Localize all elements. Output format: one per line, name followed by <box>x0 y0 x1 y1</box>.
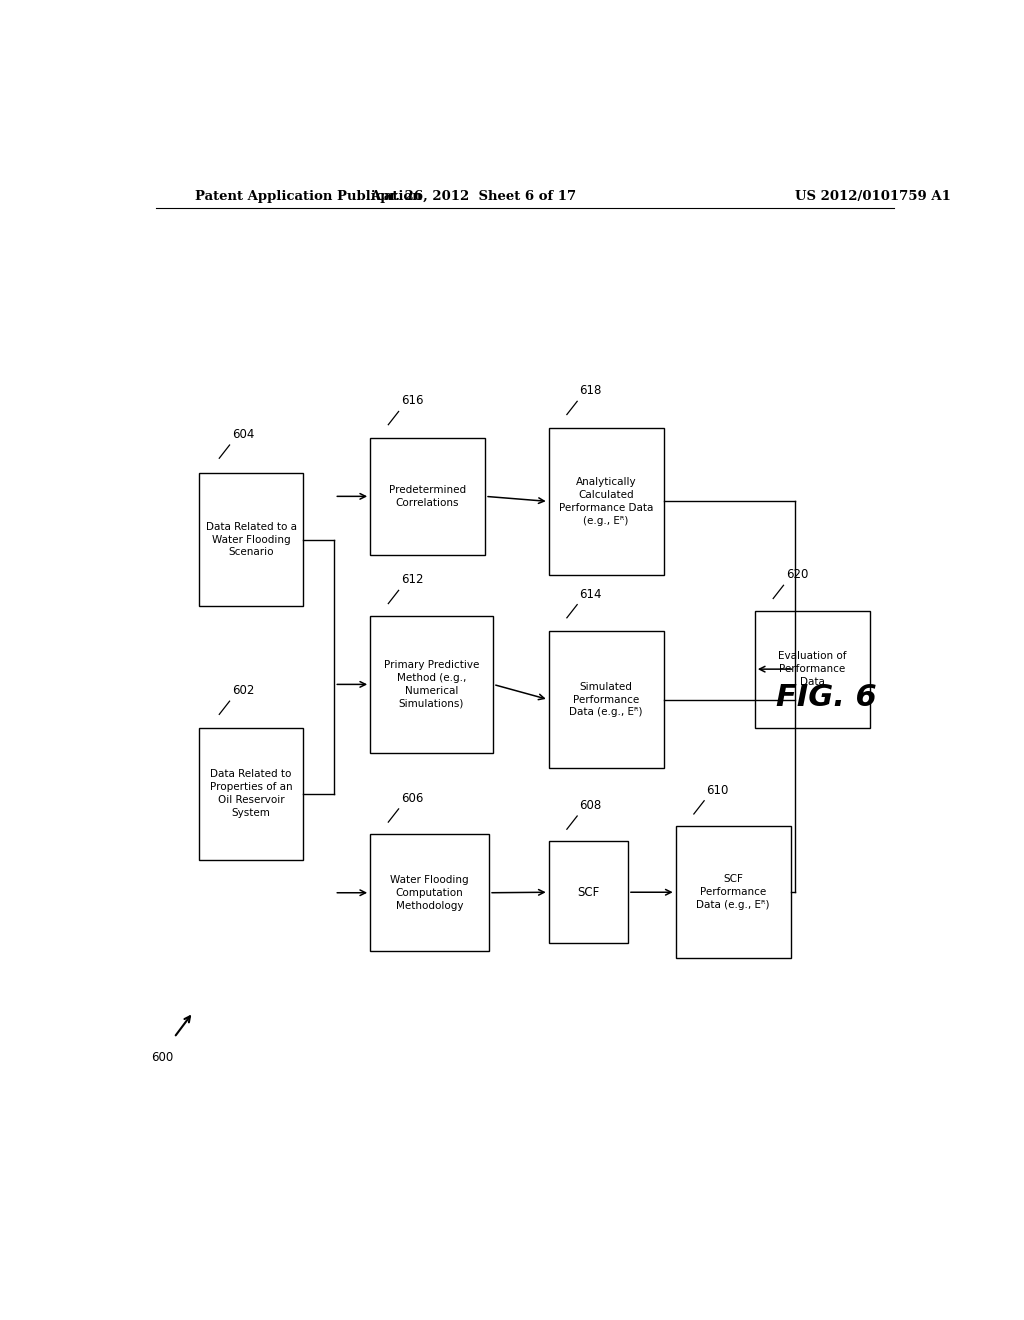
Text: 600: 600 <box>151 1051 173 1064</box>
Bar <box>200 727 303 859</box>
Text: 612: 612 <box>401 573 424 586</box>
Text: FIG. 6: FIG. 6 <box>776 682 877 711</box>
Text: Predetermined
Correlations: Predetermined Correlations <box>389 484 466 508</box>
Text: 602: 602 <box>232 684 254 697</box>
Bar <box>755 611 870 727</box>
Text: Analytically
Calculated
Performance Data
(e.g., Eᴿ): Analytically Calculated Performance Data… <box>559 478 653 525</box>
Bar <box>549 841 628 942</box>
Bar <box>370 834 489 952</box>
Text: Data Related to
Properties of an
Oil Reservoir
System: Data Related to Properties of an Oil Res… <box>210 770 292 818</box>
Text: Primary Predictive
Method (e.g.,
Numerical
Simulations): Primary Predictive Method (e.g., Numeric… <box>384 660 479 709</box>
Text: 620: 620 <box>785 568 808 581</box>
Text: SCF
Performance
Data (e.g., Eᴿ): SCF Performance Data (e.g., Eᴿ) <box>696 874 770 909</box>
Text: 606: 606 <box>401 792 423 805</box>
Text: Apr. 26, 2012  Sheet 6 of 17: Apr. 26, 2012 Sheet 6 of 17 <box>370 190 577 202</box>
Text: 614: 614 <box>580 587 602 601</box>
Bar <box>676 826 791 958</box>
Text: SCF: SCF <box>578 886 599 899</box>
Text: 610: 610 <box>707 784 729 797</box>
Text: 618: 618 <box>580 384 602 397</box>
Text: Patent Application Publication: Patent Application Publication <box>196 190 422 202</box>
Bar <box>549 631 664 768</box>
Text: Water Flooding
Computation
Methodology: Water Flooding Computation Methodology <box>390 875 469 911</box>
Bar <box>370 615 494 752</box>
Bar <box>370 438 485 554</box>
Text: Data Related to a
Water Flooding
Scenario: Data Related to a Water Flooding Scenari… <box>206 521 297 557</box>
Text: 616: 616 <box>401 395 424 408</box>
Text: Simulated
Performance
Data (e.g., Eᴿ): Simulated Performance Data (e.g., Eᴿ) <box>569 682 643 718</box>
Bar <box>200 474 303 606</box>
Text: US 2012/0101759 A1: US 2012/0101759 A1 <box>795 190 950 202</box>
Text: 604: 604 <box>232 428 254 441</box>
Text: Evaluation of
Performance
Data: Evaluation of Performance Data <box>778 651 847 686</box>
Bar <box>549 428 664 576</box>
Text: 608: 608 <box>580 799 602 812</box>
